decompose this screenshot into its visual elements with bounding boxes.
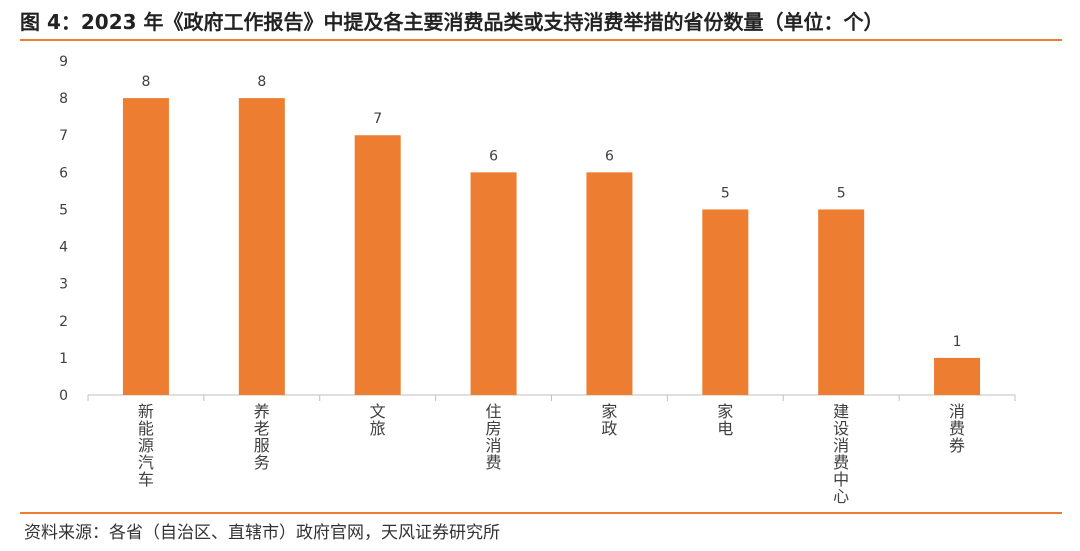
bar bbox=[470, 172, 517, 395]
data-label: 5 bbox=[721, 185, 730, 201]
bar bbox=[818, 209, 865, 395]
x-axis-tick-marks bbox=[87, 395, 1016, 401]
y-tick-label: 8 bbox=[59, 91, 68, 107]
bar bbox=[122, 98, 169, 395]
bar bbox=[702, 209, 749, 395]
data-label: 6 bbox=[489, 148, 498, 164]
y-tick-label: 1 bbox=[59, 351, 68, 367]
y-tick-label: 9 bbox=[59, 54, 68, 70]
data-label: 1 bbox=[953, 334, 962, 350]
category-label: 新能源汽车 bbox=[138, 402, 154, 489]
y-axis-ticks: 0 1 2 3 4 5 6 7 8 9 bbox=[59, 54, 68, 404]
title-divider bbox=[20, 39, 1062, 41]
bars bbox=[122, 98, 981, 395]
data-label: 7 bbox=[373, 111, 382, 127]
bar bbox=[238, 98, 285, 395]
category-labels: 新能源汽车 养老服务 文旅 住房消费 家政 家电 建设消费中心 消费券 bbox=[138, 402, 965, 506]
data-label: 8 bbox=[257, 74, 266, 90]
y-tick-label: 5 bbox=[59, 202, 68, 218]
bar-chart: 0 1 2 3 4 5 6 7 8 9 8 8 7 6 6 5 5 1 新能源汽车 养老服务 文旅 住房消费 家政 家电 建… bbox=[59, 54, 1016, 506]
y-tick-label: 2 bbox=[59, 314, 68, 330]
bar bbox=[586, 172, 633, 395]
category-label: 家电 bbox=[717, 402, 733, 438]
category-label: 养老服务 bbox=[254, 402, 270, 472]
data-label: 5 bbox=[837, 185, 846, 201]
category-label: 建设消费中心 bbox=[833, 402, 849, 506]
y-tick-label: 3 bbox=[59, 277, 68, 293]
category-label: 消费券 bbox=[949, 402, 965, 455]
y-tick-label: 4 bbox=[59, 240, 68, 256]
category-label: 住房消费 bbox=[486, 402, 502, 472]
footer-divider bbox=[20, 512, 1062, 514]
bar bbox=[354, 135, 401, 395]
category-label: 文旅 bbox=[370, 402, 386, 438]
data-labels: 8 8 7 6 6 5 5 1 bbox=[141, 74, 961, 350]
category-label: 家政 bbox=[601, 402, 617, 438]
data-label: 6 bbox=[605, 148, 614, 164]
chart-title: 图 4：2023 年《政府工作报告》中提及各主要消费品类或支持消费举措的省份数量… bbox=[20, 10, 884, 34]
data-label: 8 bbox=[141, 74, 150, 90]
y-tick-label: 0 bbox=[59, 388, 68, 404]
source-note: 资料来源：各省（自治区、直辖市）政府官网，天风证券研究所 bbox=[24, 523, 500, 543]
y-tick-label: 7 bbox=[59, 128, 68, 144]
bar bbox=[934, 357, 981, 395]
y-tick-label: 6 bbox=[59, 165, 68, 181]
